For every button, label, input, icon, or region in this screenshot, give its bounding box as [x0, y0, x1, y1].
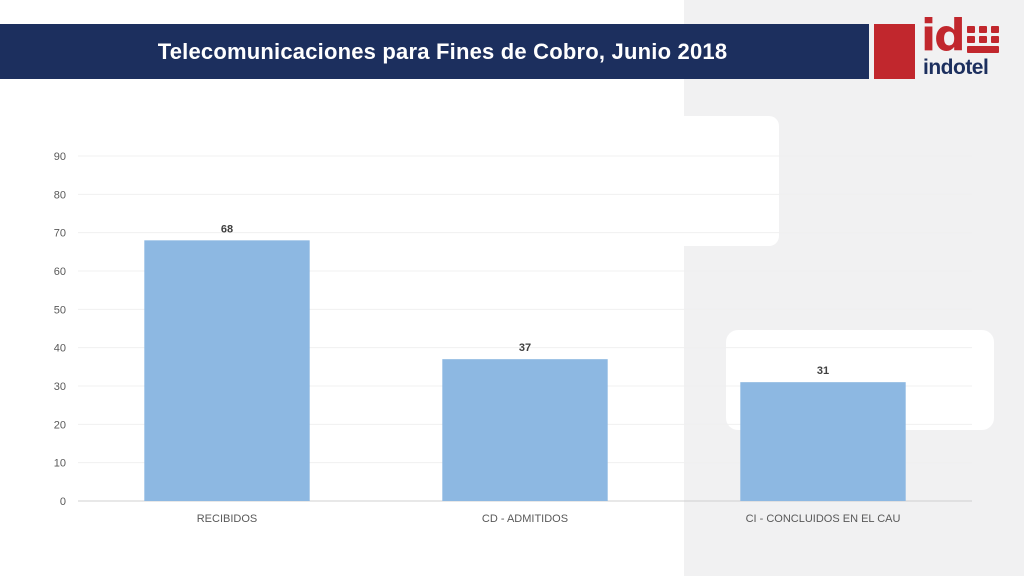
y-tick-label: 40 [54, 343, 66, 355]
y-tick-label: 80 [54, 189, 66, 201]
labels: 0 10 20 30 40 50 60 70 80 90 68 RECIBIDOS 37 CD - ADM… [54, 151, 901, 525]
y-tick-label: 30 [54, 381, 66, 393]
logo-grid-icon [967, 26, 999, 54]
category-label: RECIBIDOS [197, 513, 258, 525]
y-tick-label: 50 [54, 304, 66, 316]
data-label: 31 [817, 365, 829, 377]
bar [144, 240, 310, 502]
background-cutout-top [684, 116, 779, 246]
title-bar: Telecomunicaciones para Fines de Cobro, … [0, 24, 869, 79]
data-label: 37 [519, 342, 531, 354]
data-label: 68 [221, 223, 233, 235]
logo-red-block [874, 24, 915, 79]
logo-wordmark: indotel [923, 56, 989, 79]
bar [442, 359, 608, 501]
bar [740, 382, 906, 501]
indotel-logo: id indotel [921, 14, 1005, 84]
category-label: CI - CONCLUIDOS EN EL CAU [746, 513, 901, 525]
y-tick-label: 70 [54, 228, 66, 240]
page-title: Telecomunicaciones para Fines de Cobro, … [157, 38, 728, 64]
y-tick-label: 90 [54, 151, 66, 163]
category-label: CD - ADMITIDOS [482, 513, 568, 525]
bars [144, 240, 906, 502]
y-tick-label: 60 [54, 266, 66, 278]
logo-mark: id [921, 10, 966, 61]
y-tick-label: 20 [54, 419, 66, 431]
y-tick-label: 0 [60, 496, 66, 508]
y-tick-label: 10 [54, 458, 66, 470]
